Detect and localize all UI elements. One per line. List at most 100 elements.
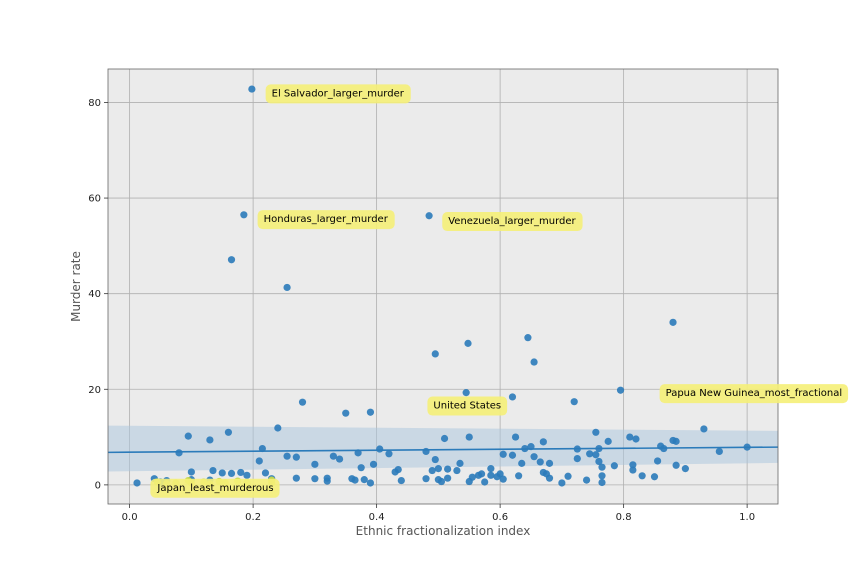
data-point xyxy=(133,479,141,487)
regression-line xyxy=(107,446,779,454)
x-tick-label: 1.0 xyxy=(739,512,755,523)
data-point xyxy=(592,451,600,459)
data-point xyxy=(629,466,637,474)
annotation-label: Papua New Guinea_most_fractional xyxy=(666,388,842,399)
confidence-band xyxy=(108,425,778,472)
data-point xyxy=(366,408,375,416)
data-point xyxy=(464,339,472,347)
data-point xyxy=(298,398,307,406)
annotation-label: Honduras_larger_murder xyxy=(264,214,389,225)
data-point xyxy=(311,460,319,468)
data-point xyxy=(629,461,637,469)
data-point xyxy=(570,398,578,406)
data-point xyxy=(545,459,554,467)
data-point xyxy=(598,463,606,471)
data-point xyxy=(292,453,300,461)
annotation-label: Venezuela_larger_murder xyxy=(448,216,576,227)
data-point xyxy=(335,455,344,463)
data-point xyxy=(397,476,405,485)
data-point xyxy=(573,454,581,463)
annotations: El Salvador_larger_murder Honduras_larger… xyxy=(150,84,849,498)
data-point xyxy=(499,475,507,483)
x-tick-label: 0.4 xyxy=(369,512,385,523)
data-point xyxy=(175,449,183,457)
data-point xyxy=(422,447,430,456)
data-point xyxy=(638,472,646,480)
data-point xyxy=(650,473,659,481)
data-point xyxy=(582,476,591,484)
data-point xyxy=(434,465,442,473)
data-point xyxy=(518,459,526,467)
data-point xyxy=(632,435,640,443)
data-point xyxy=(329,452,337,460)
y-tick-label: 40 xyxy=(88,289,101,300)
data-point xyxy=(456,459,464,467)
data-point xyxy=(292,474,300,482)
data-point xyxy=(508,451,517,459)
annotation-box xyxy=(150,478,280,498)
data-point xyxy=(369,460,378,468)
data-point xyxy=(255,457,263,465)
data-point xyxy=(499,450,507,458)
data-point xyxy=(496,470,504,478)
data-point xyxy=(240,211,248,219)
data-point xyxy=(564,472,572,480)
annotation-label: Japan_least_murderous xyxy=(156,483,273,494)
data-point xyxy=(376,445,384,453)
data-point xyxy=(653,457,662,465)
data-point xyxy=(237,468,245,477)
annotation-box xyxy=(427,396,508,416)
x-tick-label: 0.6 xyxy=(492,512,508,523)
data-point xyxy=(437,477,446,486)
data-point xyxy=(558,479,566,487)
annotation: Japan_least_murderous xyxy=(150,478,280,498)
data-point xyxy=(444,474,452,482)
annotation-label: El Salvador_larger_murder xyxy=(272,88,405,99)
x-tick-label: 0.8 xyxy=(616,512,632,523)
data-point xyxy=(248,85,256,93)
data-point xyxy=(511,433,520,441)
data-point xyxy=(530,358,538,366)
data-point xyxy=(508,393,517,401)
data-point xyxy=(323,477,331,485)
annotation-box xyxy=(265,84,411,104)
data-point xyxy=(184,432,192,440)
y-tick-label: 0 xyxy=(95,480,101,491)
data-point xyxy=(487,471,495,479)
annotation: Venezuela_larger_murder xyxy=(442,212,583,232)
data-point xyxy=(515,472,523,480)
data-point xyxy=(598,472,606,480)
data-point xyxy=(218,469,226,477)
y-axis-label: Murder rate xyxy=(69,251,83,322)
data-point xyxy=(524,334,532,342)
data-point xyxy=(595,457,603,466)
data-point xyxy=(227,469,236,478)
data-point xyxy=(592,428,600,436)
data-point xyxy=(283,283,291,292)
data-point xyxy=(425,212,433,220)
data-point xyxy=(360,476,368,484)
axis-ticks: 0.0 0.2 0.4 0.6 0.8 1.0 0 20 40 60 80 xyxy=(88,98,755,523)
confidence-band-layer xyxy=(108,425,778,472)
data-point xyxy=(351,476,359,484)
data-point xyxy=(209,466,217,475)
data-point xyxy=(243,471,251,479)
data-point xyxy=(431,455,439,464)
data-point xyxy=(545,474,554,482)
data-point xyxy=(669,318,677,326)
data-point xyxy=(453,466,461,475)
grid-lines xyxy=(108,69,778,504)
data-point xyxy=(586,450,594,458)
data-point xyxy=(385,450,393,458)
y-tick-label: 60 xyxy=(88,194,101,205)
data-point xyxy=(681,465,689,473)
data-point xyxy=(440,434,449,443)
data-point xyxy=(604,437,612,445)
data-point xyxy=(428,466,436,475)
data-point xyxy=(700,425,708,433)
data-point xyxy=(311,475,319,483)
annotation-box xyxy=(257,210,395,230)
x-tick-label: 0.0 xyxy=(122,512,138,523)
data-point xyxy=(715,447,723,456)
